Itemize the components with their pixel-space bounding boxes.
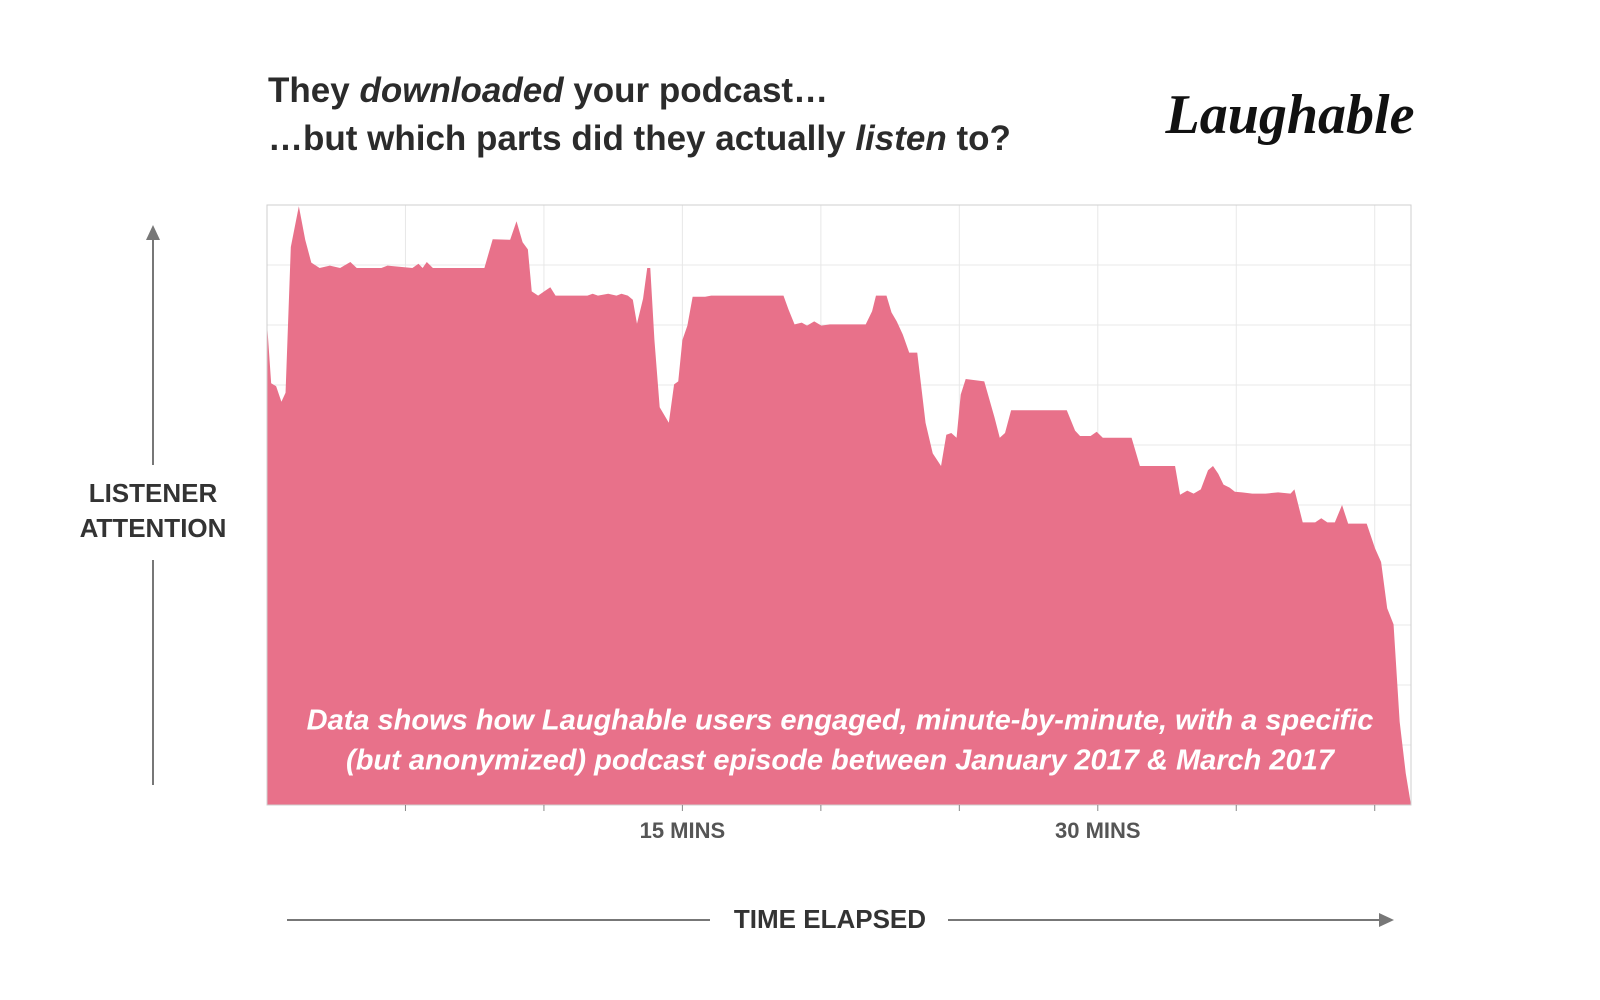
title-line: …but which parts did they actually liste… xyxy=(268,119,1011,158)
x-axis-label: TIME ELAPSED xyxy=(734,904,926,934)
logo: Laughable xyxy=(1165,84,1415,146)
x-tick-label: 15 MINS xyxy=(640,818,726,843)
title-part: to? xyxy=(956,119,1010,158)
title-part: listen xyxy=(855,119,946,158)
annotation: (but anonymized) podcast episode between… xyxy=(346,745,1336,777)
y-axis-label: LISTENER xyxy=(89,478,218,508)
title-part: …but which parts did they actually xyxy=(268,119,846,158)
x-tick-label: 30 MINS xyxy=(1055,818,1141,843)
title-part: your podcast… xyxy=(573,71,828,110)
attention-area xyxy=(267,206,1411,805)
y-axis-label: ATTENTION xyxy=(80,513,227,543)
y-arrow-head xyxy=(146,225,160,240)
title-part: They xyxy=(268,71,350,110)
annotation: Data shows how Laughable users engaged, … xyxy=(307,705,1374,737)
title-line: They downloaded your podcast… xyxy=(268,71,828,110)
x-arrow-head xyxy=(1379,913,1394,927)
plot-frame xyxy=(266,204,1412,806)
title-part: downloaded xyxy=(359,71,564,110)
area-group xyxy=(267,206,1411,805)
